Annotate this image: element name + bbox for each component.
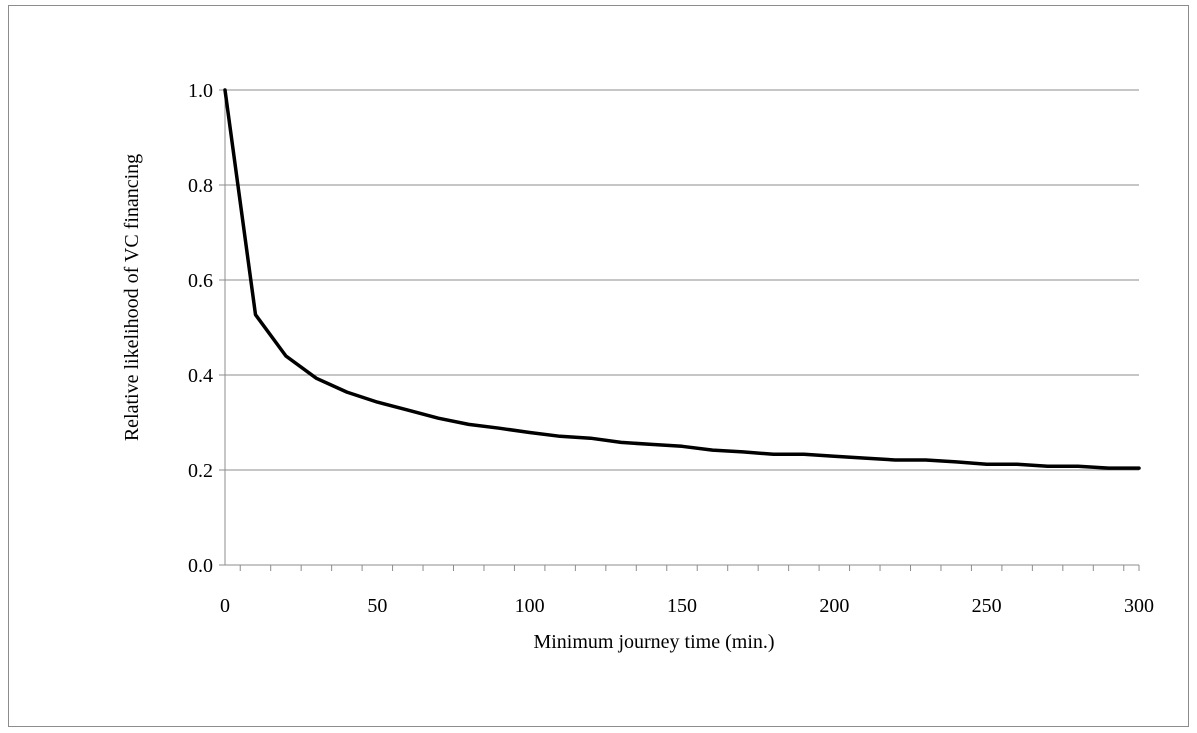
x-tick-labels: 0 50 100 150 200 250 300 xyxy=(220,595,1154,617)
chart-frame: 0.0 0.2 0.4 0.6 0.8 1.0 0 50 100 150 200 250 300 Mi… xyxy=(8,5,1189,727)
y-tick-label: 1.0 xyxy=(188,80,213,102)
series-line xyxy=(223,88,1141,470)
gridlines xyxy=(225,89,1139,471)
y-tick-label: 0.4 xyxy=(188,365,213,387)
y-tick-label: 0.2 xyxy=(188,460,213,482)
y-tick-label: 0.6 xyxy=(188,270,213,292)
x-tick-label: 100 xyxy=(515,595,545,617)
x-tick-label: 50 xyxy=(367,595,387,617)
line-chart: 0.0 0.2 0.4 0.6 0.8 1.0 0 50 100 150 200 250 300 Mi… xyxy=(121,80,1154,653)
x-tick-label: 150 xyxy=(667,595,697,617)
x-tick-label: 250 xyxy=(972,595,1002,617)
y-axis-title: Relative likelihood of VC financing xyxy=(121,154,143,441)
y-tick-label: 0.8 xyxy=(188,175,213,197)
series-group xyxy=(223,88,1141,470)
y-tick-labels: 0.0 0.2 0.4 0.6 0.8 1.0 xyxy=(188,80,213,577)
tick-marks xyxy=(219,89,1140,571)
y-tick-label: 0.0 xyxy=(188,555,213,577)
x-tick-label: 200 xyxy=(819,595,849,617)
x-axis-title: Minimum journey time (min.) xyxy=(533,631,774,653)
x-tick-label: 0 xyxy=(220,595,230,617)
x-tick-label: 300 xyxy=(1124,595,1154,617)
axes xyxy=(224,90,1139,566)
